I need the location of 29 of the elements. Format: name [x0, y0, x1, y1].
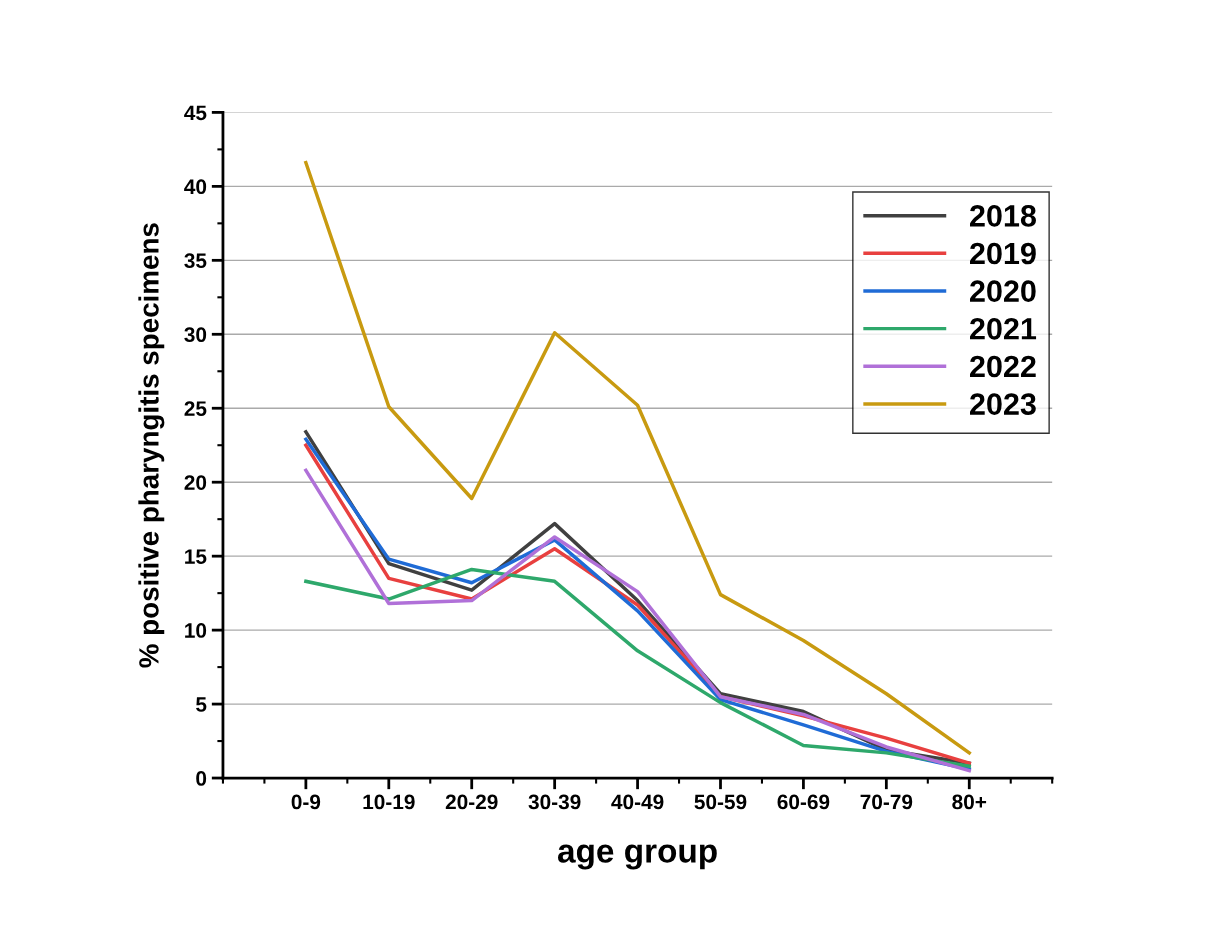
legend-label: 2019: [970, 242, 1036, 265]
y-tick-label: 0: [196, 771, 207, 786]
y-tick-label: 10: [185, 623, 207, 638]
legend-label: 2020: [970, 280, 1036, 302]
x-tick-label: 30-39: [528, 794, 581, 810]
y-tick-label: 25: [184, 401, 207, 416]
legend-label: 2022: [970, 355, 1036, 378]
y-tick-label: 30: [184, 327, 207, 343]
legend-label: 2018: [970, 205, 1036, 227]
x-axis-title: age group: [558, 844, 717, 870]
line-series: [304, 567, 972, 768]
y-tick-label: 20: [184, 475, 207, 490]
y-tick-label: 35: [184, 253, 207, 269]
x-tick-label: 20-29: [445, 794, 498, 810]
line-series: [304, 160, 972, 755]
x-tick-label: 70-79: [860, 794, 913, 810]
x-tick-label: 60-69: [777, 794, 830, 810]
x-tick-label: 40-49: [611, 794, 664, 810]
y-tick-label: 5: [196, 697, 207, 712]
y-axis-title: % positive pharyngitis specimens: [138, 223, 165, 668]
legend-label: 2021: [970, 317, 1037, 340]
y-tick-label: 15: [185, 549, 207, 564]
x-tick-label: 10-19: [363, 794, 415, 810]
y-tick-label: 40: [184, 179, 207, 195]
x-tick-label: 0-9: [291, 794, 321, 810]
x-tick-label: 50-59: [694, 794, 747, 810]
y-tick-label: 45: [184, 105, 207, 121]
x-tick-label: 80+: [952, 794, 987, 810]
legend-label: 2023: [970, 393, 1036, 415]
